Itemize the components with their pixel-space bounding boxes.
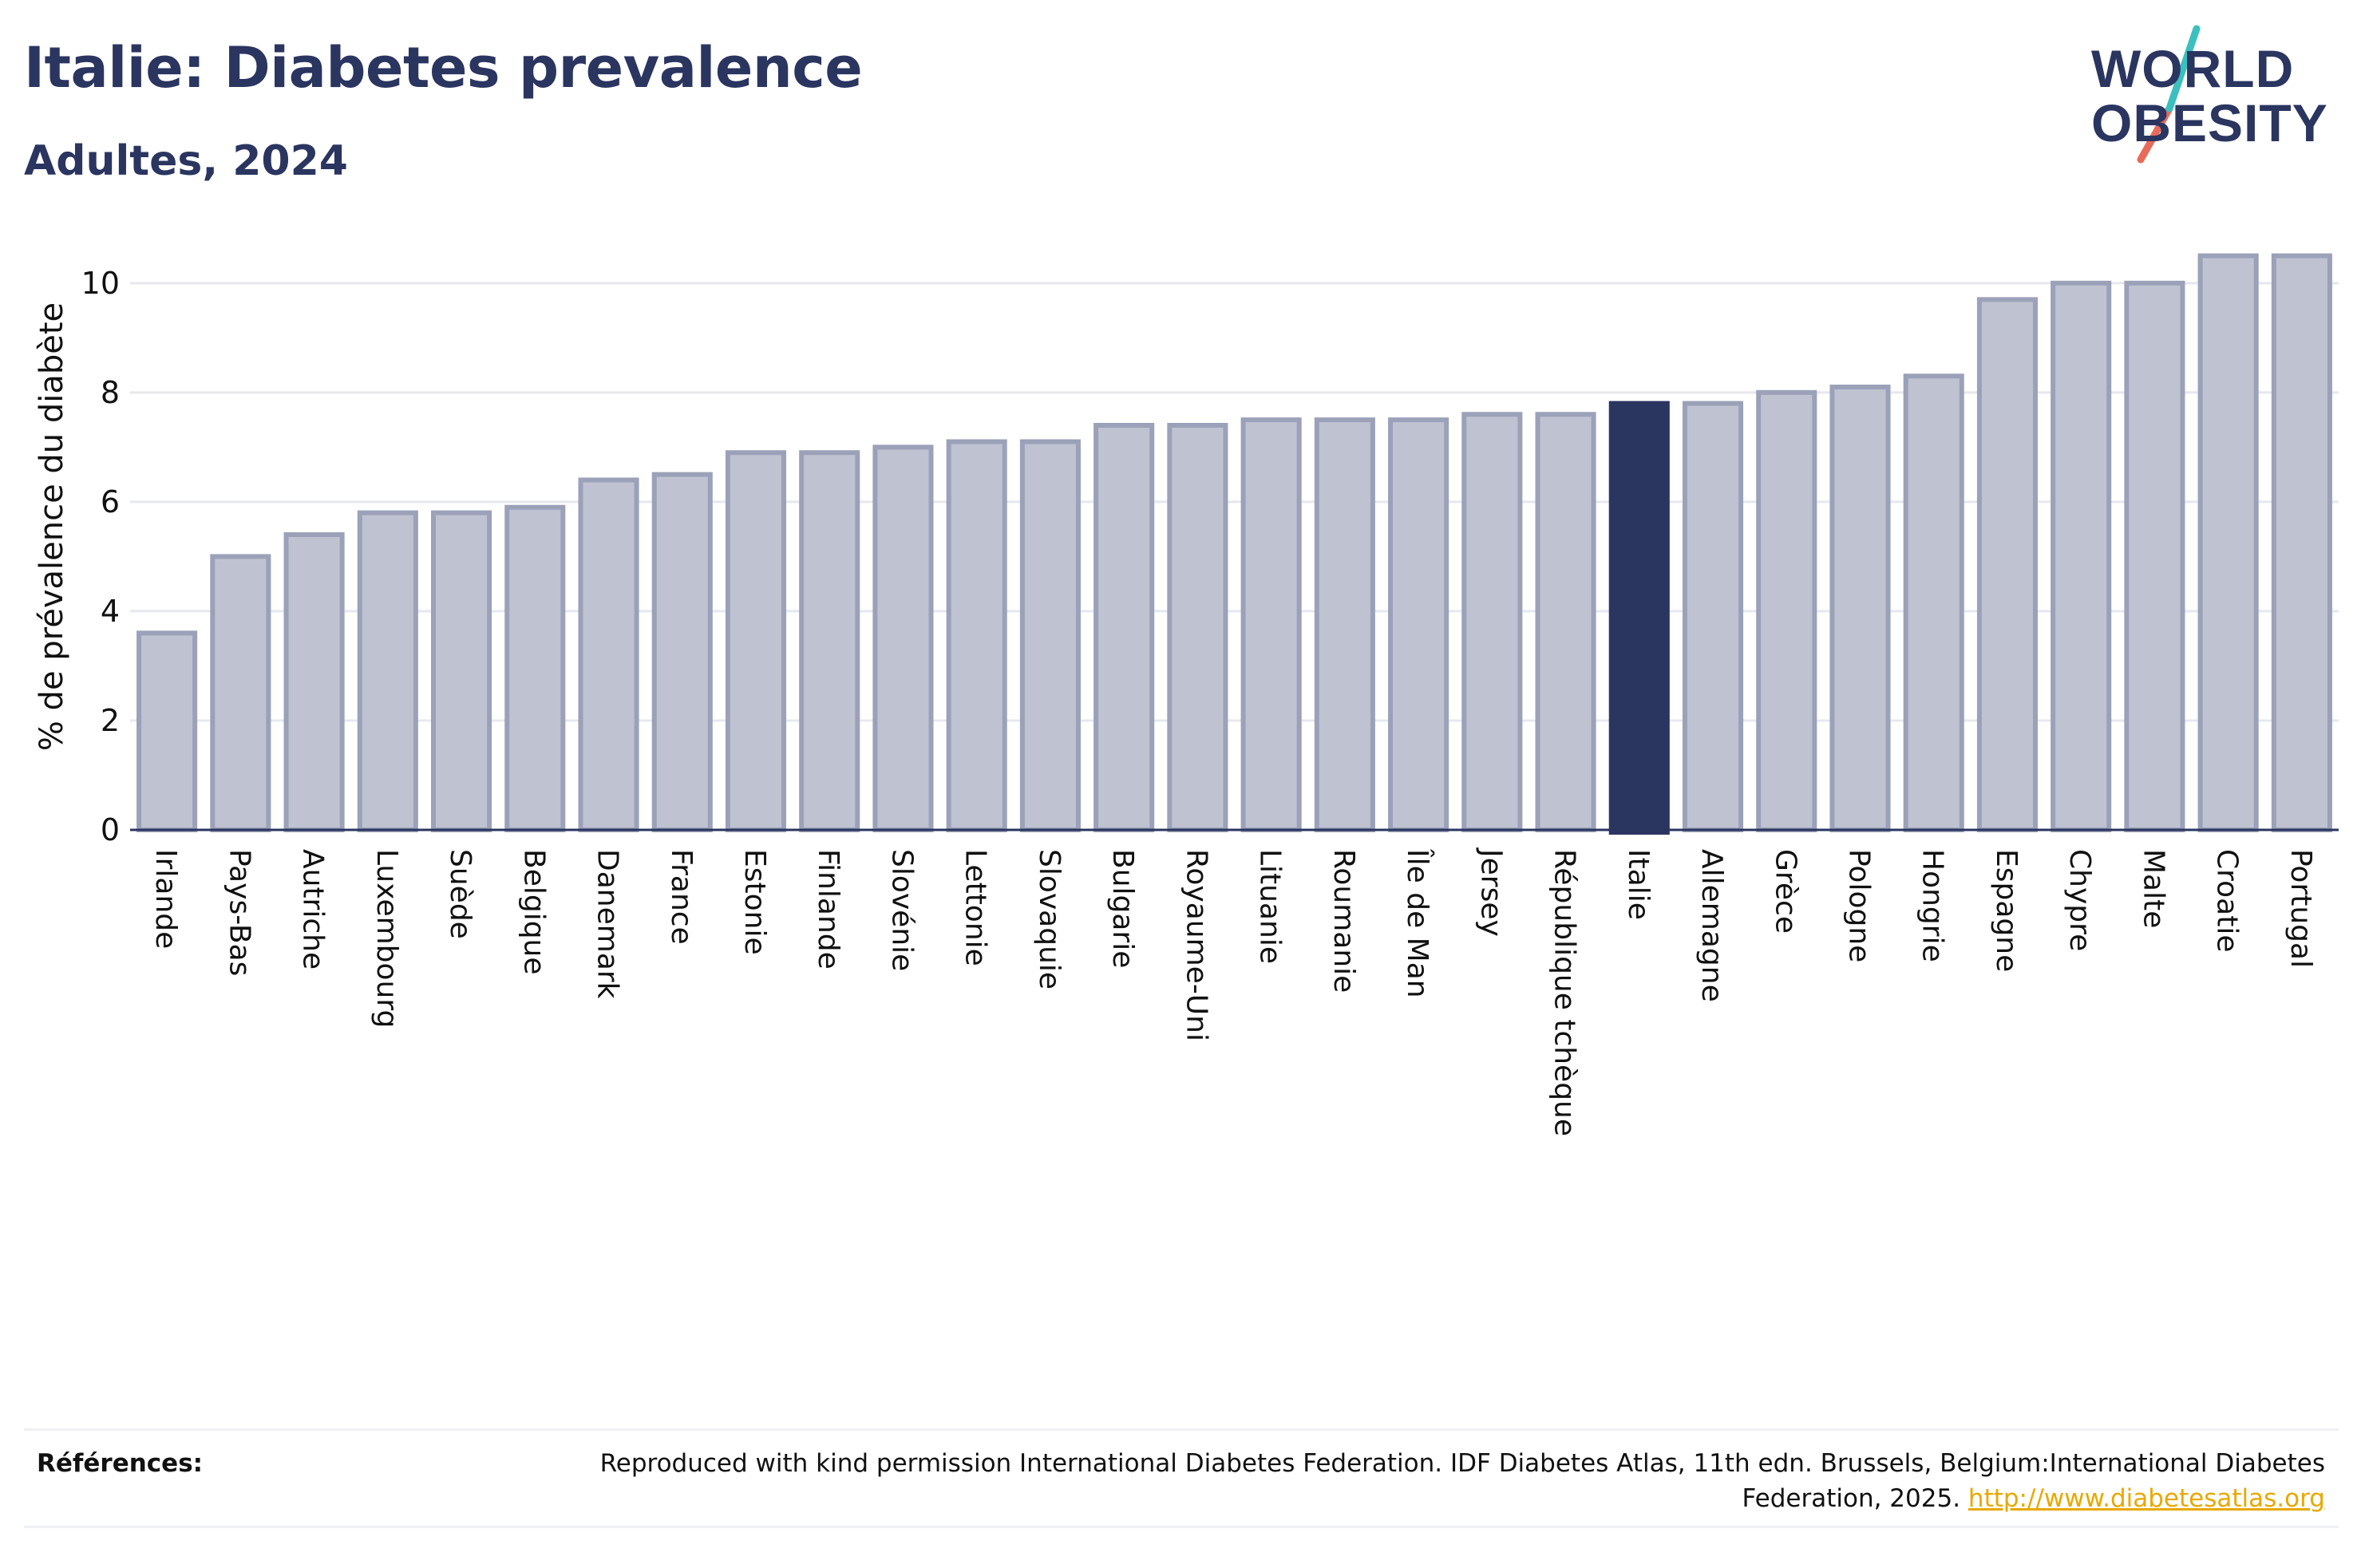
bar-slov-nie[interactable] [872,444,934,832]
bar-danemark[interactable] [578,477,639,833]
bar-bulgarie[interactable] [1093,422,1155,832]
x-tick-label: Belgique [517,849,550,975]
bar-slovaquie[interactable] [1019,439,1081,832]
y-tick-label: 10 [81,266,120,301]
footer-top-rule [24,1428,2339,1431]
x-tick-label: Estonie [738,849,771,955]
x-tick-label: Lituanie [1254,849,1287,964]
bar-france[interactable] [651,472,713,832]
bar-su-de[interactable] [431,510,492,832]
y-tick-labels: 0 2 4 6 8 10 [81,266,120,847]
logo-slash-icon [2137,25,2201,164]
x-tick-label: Finlande [812,849,844,970]
reference-text: Reproduced with kind permission Internat… [599,1449,2325,1513]
x-tick-label: Chypre [2063,849,2096,951]
bar-portugal[interactable] [2271,253,2332,832]
reference-link[interactable]: http://www.diabetesatlas.org [1968,1484,2325,1513]
bar-finlande[interactable] [799,450,860,832]
reference-text-block: Reproduced with kind permission Internat… [569,1446,2325,1516]
chart-subtitle: Adultes, 2024 [24,137,348,185]
bar-luxembourg[interactable] [357,510,418,832]
bar--le-de-man[interactable] [1388,417,1449,832]
bar-irlande[interactable] [136,630,198,832]
x-tick-label: Portugal [2284,849,2317,968]
bar-roumanie[interactable] [1314,417,1375,832]
y-tick-label: 4 [101,594,120,629]
bar-belgique[interactable] [504,504,566,832]
bar-gr-ce[interactable] [1756,389,1817,832]
x-tick-label: Royaume-Uni [1180,849,1212,1041]
bar-lettonie[interactable] [946,439,1007,832]
x-tick-label: Pays-Bas [223,849,255,976]
bar-r-publique-tch-que[interactable] [1535,412,1596,832]
logo-slash-lower [2137,105,2173,164]
y-tick-label: 2 [101,703,120,738]
bar-pays-bas[interactable] [210,554,271,832]
x-tick-labels: Irlande Pays-Bas Autriche Luxembourg Suède Be… [149,847,2317,1136]
bar-autriche[interactable] [283,532,345,832]
x-tick-label: Île de Man [1401,848,1434,998]
world-obesity-logo: WORLD OBESITY [2075,22,2347,166]
x-tick-label: Espagne [1990,849,2023,972]
x-tick-label: Slovaquie [1033,849,1066,989]
x-tick-label: Danemark [591,849,624,999]
x-tick-label: Allemagne [1695,849,1728,1002]
logo-text-obesity: OBESITY [2091,93,2328,152]
bar-allemagne[interactable] [1682,401,1744,832]
bar-italie[interactable] [1608,401,1670,835]
y-tick-label: 6 [101,484,120,519]
gridlines [130,282,2339,722]
x-tick-label: Bulgarie [1106,849,1139,968]
bar-lituanie[interactable] [1240,417,1302,832]
x-tick-label: Croatie [2211,849,2244,953]
footer-bottom-rule [24,1526,2339,1528]
x-tick-label: France [665,849,698,945]
y-axis-label: % de prévalence du diabète [34,302,70,751]
x-tick-label: Malte [2137,849,2169,928]
bar-espagne[interactable] [1976,297,2038,832]
bar-croatie[interactable] [2197,253,2259,832]
x-tick-label: Grèce [1769,849,1801,934]
y-tick-label: 8 [101,375,120,410]
bar-jersey[interactable] [1461,412,1523,832]
bar-hongrie[interactable] [1903,373,1964,832]
x-tick-label: Pologne [1842,849,1875,962]
bar-royaume-uni[interactable] [1167,422,1228,832]
x-tick-label: Roumanie [1327,849,1360,993]
logo-slash-upper [2165,25,2201,113]
y-tick-label: 0 [101,812,120,847]
x-tick-label: Jersey [1474,847,1507,937]
bar-pologne[interactable] [1829,385,1891,832]
x-tick-label: Luxembourg [370,849,403,1028]
x-tick-label: République tchèque [1548,849,1581,1136]
bar-estonie[interactable] [725,450,787,832]
references-label: Références: [37,1449,204,1478]
logo-text-world: WORLD [2091,39,2295,98]
x-tick-label: Italie [1622,849,1655,920]
x-tick-label: Suède [444,849,477,939]
x-tick-label: Lettonie [959,849,992,966]
bars [136,253,2332,835]
x-tick-label: Irlande [149,849,182,949]
bar-malte[interactable] [2124,280,2185,832]
x-tick-label: Hongrie [1916,849,1949,962]
bar-chypre[interactable] [2051,280,2112,832]
chart-title: Italie: Diabetes prevalence [24,35,863,101]
x-tick-label: Slovénie [885,849,918,971]
x-tick-label: Autriche [297,849,330,970]
